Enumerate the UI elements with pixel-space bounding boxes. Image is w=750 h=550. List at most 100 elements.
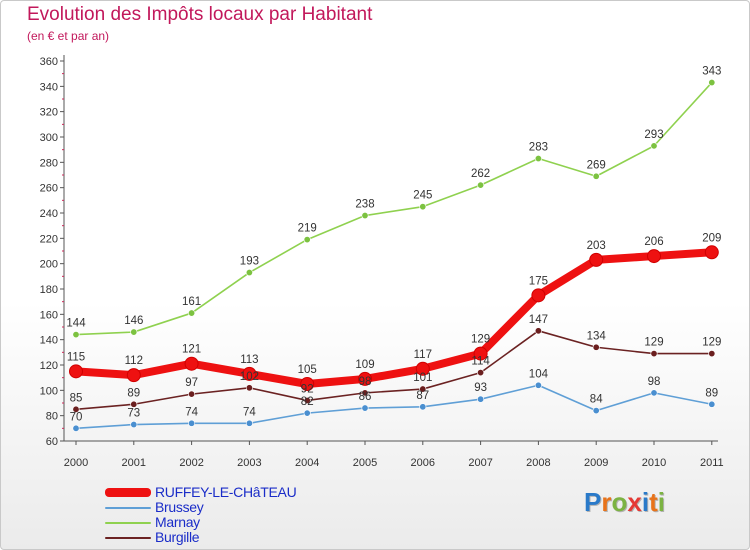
series-point-brussey [708, 400, 716, 408]
series-point-ruffey-le-ch-teau [69, 364, 83, 379]
series-point-brussey [419, 403, 427, 411]
y-tick-label: 280 [40, 157, 58, 169]
legend-swatch [105, 507, 151, 509]
data-label-brussey: 98 [648, 376, 661, 388]
series-line-brussey [75, 384, 713, 430]
y-tick-label: 360 [40, 56, 58, 68]
legend-swatch [105, 537, 151, 539]
series-point-ruffey-le-ch-teau [647, 249, 661, 264]
data-label-ruffey-le-ch-teau: 105 [298, 364, 317, 376]
x-tick-label: 2001 [122, 457, 146, 469]
series-point-marnay [303, 236, 311, 244]
y-tick-label: 300 [40, 132, 58, 144]
data-label-burgille: 89 [127, 387, 140, 399]
y-tick-label: 60 [46, 436, 58, 448]
data-label-burgille: 92 [301, 383, 314, 395]
data-label-marnay: 144 [66, 318, 86, 330]
data-label-marnay: 283 [529, 142, 548, 154]
data-label-brussey: 86 [359, 391, 372, 403]
data-label-ruffey-le-ch-teau: 117 [414, 349, 432, 361]
y-tick-label: 120 [40, 360, 58, 372]
x-tick-label: 2000 [64, 457, 88, 469]
data-label-marnay: 245 [413, 190, 432, 202]
y-tick-label: 100 [40, 385, 58, 397]
series-line-marnay [75, 81, 713, 336]
y-tick-label: 80 [46, 411, 58, 423]
y-tick-label: 340 [40, 81, 58, 93]
data-label-ruffey-le-ch-teau: 209 [702, 232, 721, 244]
legend-swatch [105, 522, 151, 524]
series-line-ruffey-le-ch-teau [72, 248, 716, 388]
logo-letter: r [601, 487, 612, 517]
series-point-burgille [72, 405, 80, 413]
logo-letter: P [584, 487, 602, 517]
y-tick-label: 220 [40, 233, 58, 245]
legend-label: Brussey [155, 499, 204, 515]
data-label-marnay: 262 [471, 168, 490, 180]
data-label-brussey: 93 [474, 382, 487, 394]
series-point-brussey [477, 395, 485, 403]
data-label-marnay: 343 [702, 66, 721, 78]
data-label-brussey: 74 [243, 406, 256, 418]
data-label-marnay: 293 [644, 129, 663, 141]
data-label-burgille: 102 [240, 371, 259, 383]
series-point-burgille [245, 384, 253, 392]
series-point-burgille [130, 400, 138, 408]
y-tick-label: 180 [40, 284, 58, 296]
x-tick-label: 2010 [642, 457, 666, 469]
y-tick-label: 260 [40, 183, 58, 195]
logo-letter: x [627, 487, 642, 517]
data-label-marnay: 238 [355, 199, 374, 211]
legend-label: RUFFEY-LE-CHâTEAU [155, 484, 297, 500]
series-point-burgille [361, 389, 369, 397]
series-point-brussey [650, 389, 658, 397]
series-point-burgille [650, 350, 658, 358]
series-point-ruffey-le-ch-teau [473, 346, 488, 361]
series-point-brussey [534, 381, 542, 389]
data-label-burgille: 129 [644, 337, 663, 349]
series-point-brussey [130, 421, 138, 429]
series-line-burgille [75, 329, 713, 411]
data-label-burgille: 147 [529, 314, 548, 326]
data-label-burgille: 134 [587, 330, 607, 342]
y-tick-label: 160 [40, 309, 58, 321]
data-label-ruffey-le-ch-teau: 115 [67, 351, 85, 363]
data-label-marnay: 219 [298, 223, 317, 235]
data-label-brussey: 84 [590, 394, 603, 406]
y-tick-label: 200 [40, 259, 58, 271]
data-label-brussey: 89 [705, 387, 718, 399]
series-point-ruffey-le-ch-teau [415, 361, 430, 376]
data-label-marnay: 193 [240, 256, 259, 268]
chart-subtitle: (en € et par an) [27, 29, 110, 43]
x-tick-label: 2004 [295, 457, 319, 469]
logo-letter: o [611, 487, 628, 517]
y-tick-label: 140 [40, 335, 58, 347]
series-point-marnay [361, 212, 369, 220]
data-label-brussey: 73 [127, 408, 140, 420]
series-point-ruffey-le-ch-teau [704, 245, 719, 260]
data-label-brussey: 82 [301, 396, 314, 408]
data-label-brussey: 74 [185, 406, 198, 418]
series-point-burgille [708, 350, 716, 358]
data-label-ruffey-le-ch-teau: 206 [644, 236, 663, 248]
series-point-brussey [361, 404, 369, 412]
x-tick-label: 2007 [468, 457, 492, 469]
series-point-burgille [477, 369, 485, 377]
logo-letter: i [641, 487, 650, 517]
legend-label: Marnay [155, 514, 200, 530]
series-point-marnay [419, 203, 427, 211]
data-label-marnay: 146 [124, 315, 143, 327]
data-label-brussey: 70 [70, 411, 83, 423]
x-tick-label: 2002 [179, 457, 203, 469]
data-label-ruffey-le-ch-teau: 129 [471, 334, 490, 346]
series-point-marnay [534, 155, 542, 163]
logo-letter: t [649, 487, 658, 517]
series-point-marnay [188, 309, 196, 317]
series-point-brussey [72, 424, 80, 432]
legend-swatch [105, 488, 151, 497]
series-point-brussey [592, 407, 600, 415]
data-label-burgille: 114 [471, 356, 490, 368]
series-point-burgille [188, 390, 196, 398]
x-tick-label: 2009 [584, 457, 608, 469]
y-tick-label: 240 [40, 208, 58, 220]
